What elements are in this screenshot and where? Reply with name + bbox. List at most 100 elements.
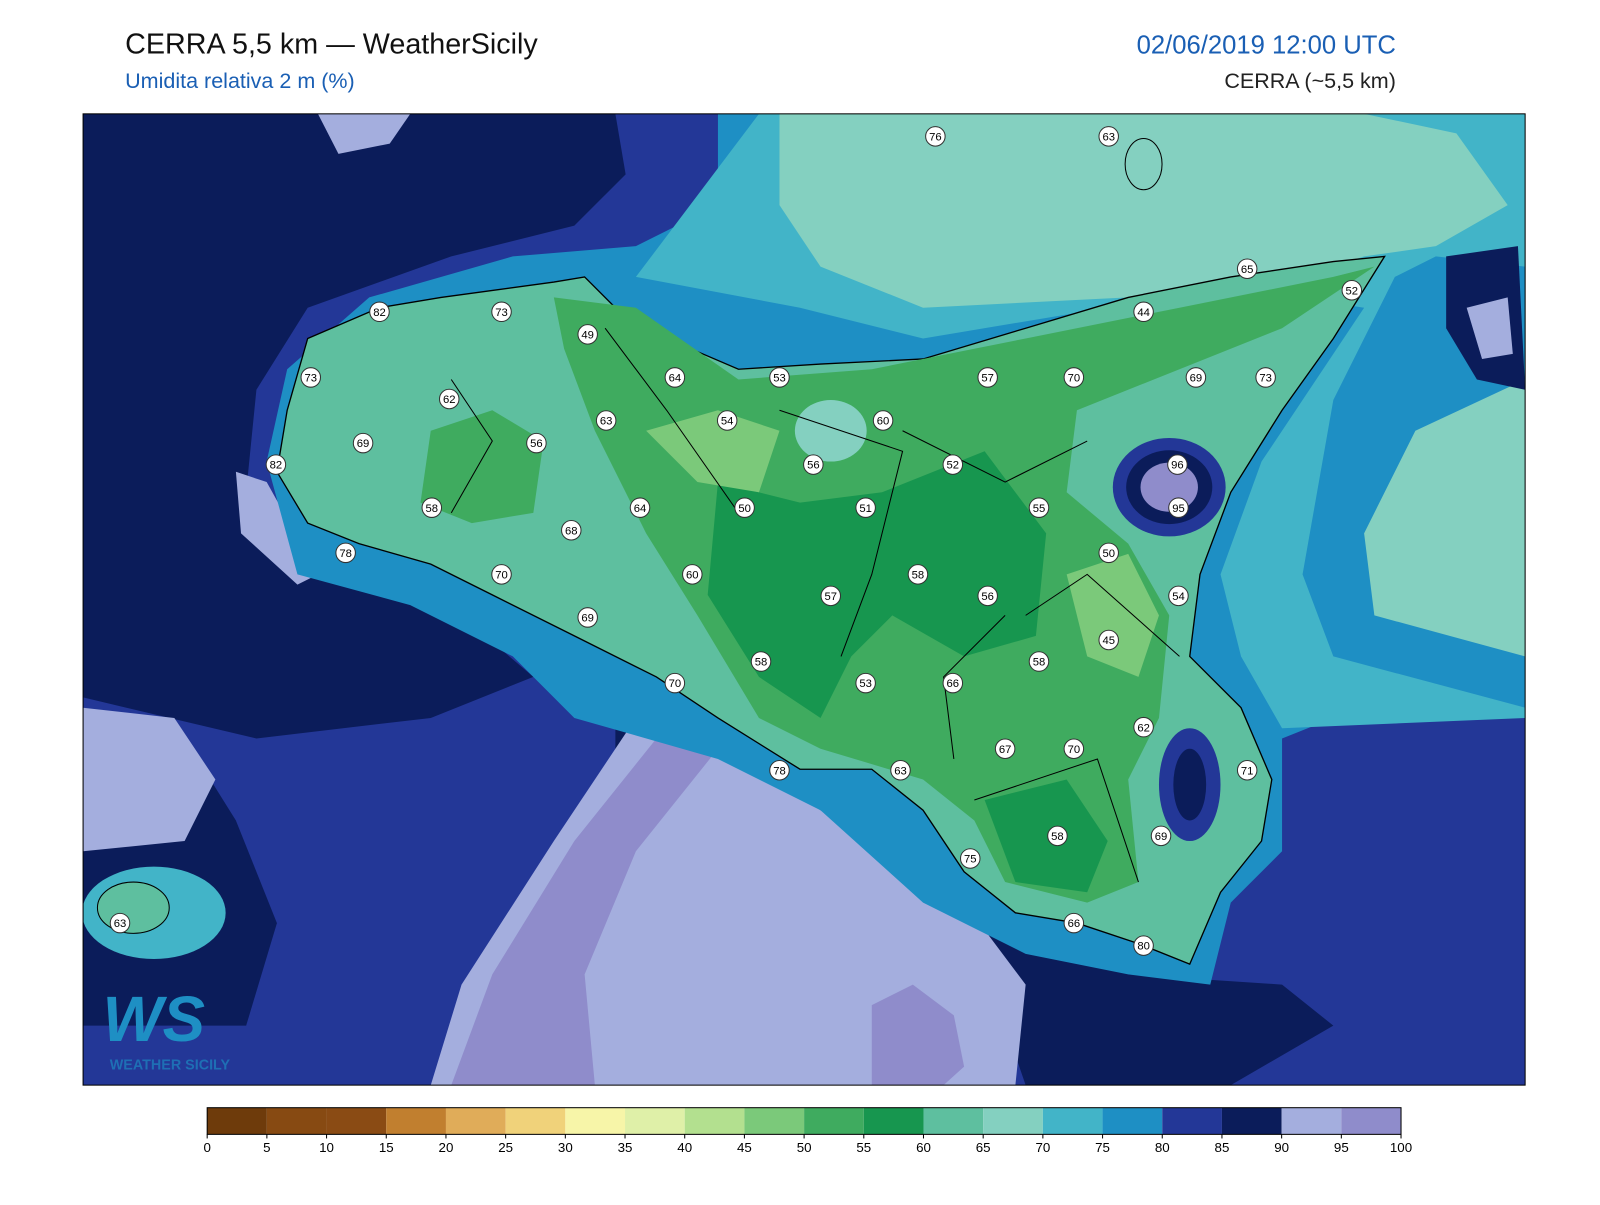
field-area [1066, 553, 1159, 677]
station-value: 64 [669, 373, 682, 385]
station-value: 58 [755, 657, 768, 669]
station-value: 57 [825, 591, 838, 603]
colorbar-tick-label: 60 [916, 1140, 931, 1155]
station-marker [1133, 935, 1154, 956]
station-value: 64 [634, 503, 647, 515]
station-marker [561, 519, 582, 541]
station-value: 73 [495, 307, 508, 319]
station-value: 63 [600, 416, 613, 428]
station-value: 56 [530, 438, 543, 450]
station-value: 76 [929, 132, 942, 144]
station-marker [1133, 301, 1154, 323]
station-value: 58 [1051, 831, 1064, 843]
colorbar-tick-label: 0 [203, 1140, 210, 1155]
station-marker [577, 324, 598, 345]
station-marker [664, 367, 686, 388]
colorbar-bin [1042, 1107, 1103, 1135]
station-value: 82 [373, 307, 386, 319]
logo-name: WEATHER SICILY [110, 1058, 231, 1074]
station-marker [977, 367, 998, 388]
station-marker [1236, 759, 1258, 781]
station-value: 73 [1259, 373, 1272, 385]
colorbar-bin [923, 1107, 984, 1135]
colorbar-bin [1341, 1107, 1402, 1135]
station-marker [734, 497, 755, 518]
station-marker [335, 542, 356, 564]
station-value: 82 [270, 460, 283, 472]
colorbar-bin [1221, 1107, 1282, 1135]
stations: 76 63 65 52 44 82 73 49 73 64 53 57 70 69 73 62 63 54 60 69… [109, 126, 1363, 956]
station-marker [1098, 126, 1119, 147]
station-marker [1255, 367, 1276, 388]
station-value: 60 [877, 416, 890, 428]
station-marker [769, 367, 790, 388]
station-value: 63 [1102, 132, 1115, 144]
station-value: 68 [565, 525, 578, 537]
station-marker [769, 759, 790, 781]
field-area [83, 707, 216, 852]
station-value: 70 [669, 678, 682, 690]
colorbar: 0 5 10 15 20 25 30 35 40 45 50 55 60 65 70 75 80 85 90 95 10… [203, 1107, 1412, 1155]
station-marker [629, 497, 651, 518]
colorbar-tick-label: 95 [1334, 1140, 1349, 1155]
station-value: 69 [357, 438, 370, 450]
station-marker [491, 301, 512, 323]
station-value: 63 [114, 918, 127, 930]
station-marker [421, 497, 443, 518]
colorbar-tick-label: 55 [856, 1140, 871, 1155]
field-area [707, 451, 1047, 718]
station-value: 67 [999, 744, 1012, 756]
colorbar-tick-label: 35 [618, 1140, 633, 1155]
station-value: 73 [305, 373, 318, 385]
field-area [1173, 748, 1207, 821]
colorbar-tick-label: 100 [1390, 1140, 1412, 1155]
station-value: 52 [1346, 285, 1359, 297]
station-marker [907, 564, 929, 585]
station-value: 78 [773, 765, 786, 777]
colorbar-tick-label: 45 [737, 1140, 752, 1155]
station-marker [300, 367, 322, 388]
station-marker [664, 672, 686, 694]
colorbar-bin [863, 1107, 924, 1135]
colorbar-bin [266, 1107, 327, 1135]
station-marker [577, 607, 598, 628]
station-marker [1063, 367, 1085, 388]
station-marker [977, 585, 998, 607]
station-value: 58 [1033, 657, 1046, 669]
station-value: 66 [1068, 918, 1081, 930]
station-value: 51 [859, 503, 872, 515]
station-value: 55 [1033, 503, 1046, 515]
field-area [871, 984, 965, 1086]
station-marker [1236, 258, 1258, 279]
station-value: 69 [1155, 831, 1168, 843]
field-area [1364, 379, 1526, 657]
station-value: 66 [947, 678, 960, 690]
station-marker [438, 388, 460, 410]
station-marker [1168, 585, 1189, 607]
station-value: 56 [981, 591, 994, 603]
station-marker [1168, 497, 1189, 518]
colorbar-tick-label: 50 [797, 1140, 812, 1155]
colorbar-tick-label: 85 [1215, 1140, 1230, 1155]
station-value: 56 [807, 460, 820, 472]
logo-mark: WS [103, 984, 205, 1055]
field-area [794, 400, 867, 462]
station-marker [890, 759, 911, 781]
station-value: 65 [1241, 264, 1254, 276]
title: CERRA 5,5 km — WeatherSicily [125, 28, 538, 60]
station-marker [1341, 279, 1363, 301]
date: 02/06/2019 12:00 UTC [1137, 31, 1396, 59]
colorbar-tick-label: 40 [677, 1140, 692, 1155]
field-area [317, 113, 411, 154]
station-value: 95 [1172, 503, 1185, 515]
field-area [1466, 297, 1513, 359]
map-frame [82, 113, 1526, 1086]
colorbar-tick-label: 25 [498, 1140, 513, 1155]
station-value: 69 [581, 613, 594, 625]
station-value: 62 [443, 394, 456, 406]
field-area [451, 738, 718, 1086]
colorbar-tick-label: 30 [558, 1140, 573, 1155]
border [450, 327, 1180, 883]
